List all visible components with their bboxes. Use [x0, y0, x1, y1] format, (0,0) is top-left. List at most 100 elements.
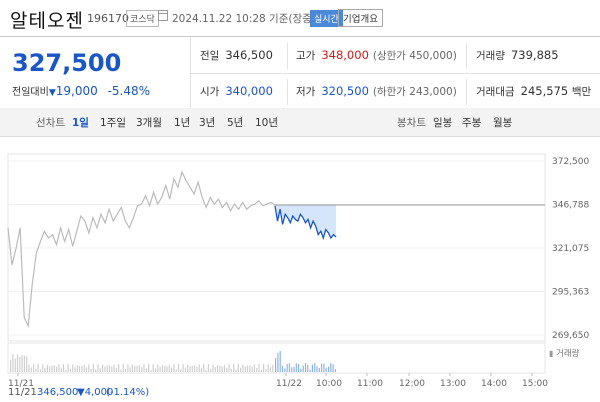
volume-bar [187, 364, 189, 372]
tab-candle-chart[interactable]: 봉차트 [397, 117, 426, 129]
volume-bar-today [309, 369, 311, 372]
low-value: 320,500 [321, 84, 369, 98]
volume-bar [219, 365, 221, 372]
prev-close-label: 전일 [200, 50, 220, 62]
volume-bar [26, 356, 28, 372]
volume-bar [19, 357, 21, 372]
volume-bar [253, 364, 255, 372]
volume-bar [173, 364, 175, 372]
volume-bar [111, 366, 113, 372]
volume-bar [102, 364, 104, 372]
price-chart: 372,500 346,788 321,075 295,363 269,650 11/2… [0, 136, 600, 402]
open-stat: 시가 340,000 [200, 84, 273, 99]
volume-bar [136, 365, 138, 372]
stock-name: 알테오젠 [10, 10, 84, 32]
volume-bar [240, 367, 242, 372]
calendar-icon [158, 10, 168, 21]
volume-bar [99, 368, 101, 372]
volume-bar [23, 355, 25, 372]
volume-bar [256, 368, 258, 372]
volume-bar [134, 366, 136, 372]
volume-bar [221, 366, 223, 372]
volume-bar-today [307, 365, 309, 372]
prev-close-value: 346,500 [225, 48, 273, 62]
volume-bar [258, 364, 260, 372]
volume-bar [46, 364, 48, 372]
change-amount: 19,000 [55, 84, 98, 98]
price-summary: 327,500 전일대비▼19,000 -5.48% 전일 346,500 고가 3… [0, 36, 600, 110]
volume-stat: 거래량 739,885 [476, 48, 559, 63]
tab-3years[interactable]: 3년 [199, 117, 216, 129]
volume-bar [127, 364, 129, 372]
trade-value-value: 245,575 [520, 84, 569, 98]
volume-bar [251, 366, 253, 372]
volume-bar [191, 365, 193, 372]
volume-bar-today [275, 358, 277, 372]
volume-bar-today [298, 364, 300, 372]
volume-bar [21, 355, 23, 372]
x-tick-label: 14:00 [481, 379, 507, 389]
volume-bar [108, 365, 111, 372]
tab-3months[interactable]: 3개월 [136, 117, 163, 129]
volume-bar [16, 354, 19, 372]
volume-bar [28, 364, 30, 372]
x-tick-label: 11:00 [357, 379, 383, 389]
volume-bar [60, 368, 62, 372]
volume-bar [189, 366, 191, 372]
tab-1day[interactable]: 1일 [72, 117, 89, 129]
tab-monthly-candle[interactable]: 월봉 [493, 117, 513, 129]
volume-bar-today [323, 363, 325, 372]
current-price-cell: 327,500 전일대비▼19,000 -5.48% [0, 37, 191, 109]
tab-weekly-candle[interactable]: 주봉 [462, 117, 482, 129]
volume-bar [122, 364, 124, 372]
volume-bar [184, 367, 186, 372]
volume-bar [95, 369, 97, 372]
volume-bar [74, 367, 76, 372]
high-value: 348,000 [321, 48, 369, 62]
volume-bar [104, 366, 106, 372]
series-prev-day-line [7, 170, 276, 329]
price-chart-svg: 372,500 346,788 321,075 295,363 269,650 11/2… [7, 153, 589, 398]
tab-10years[interactable]: 10년 [255, 117, 279, 129]
volume-bar [159, 366, 161, 372]
volume-bar [120, 369, 122, 372]
volume-bar [200, 368, 203, 372]
volume-bar [118, 364, 120, 372]
change-percent: -5.48% [107, 84, 151, 98]
volume-bar [246, 365, 249, 372]
lower-limit: (하한가 243,000) [372, 86, 457, 98]
volume-bar-today [284, 368, 286, 372]
tab-daily-candle[interactable]: 일봉 [433, 117, 453, 129]
volume-bar [138, 365, 140, 372]
volume-bar [10, 360, 12, 372]
footer-prev-close: 346,500 [37, 387, 78, 398]
current-price: 327,500 [12, 49, 122, 77]
volume-label: 거래량 [556, 348, 580, 359]
volume-bar [58, 364, 60, 372]
volume-bar [249, 365, 251, 372]
open-label: 시가 [200, 86, 220, 98]
volume-bar-today [311, 364, 313, 372]
volume-bar [90, 368, 92, 372]
tab-1week[interactable]: 1주일 [100, 117, 127, 129]
volume-bar [272, 365, 274, 372]
volume-bar-today [327, 366, 330, 372]
volume-bar [207, 364, 209, 372]
volume-bar [44, 367, 46, 372]
x-tick-label: 15:00 [522, 379, 548, 389]
volume-bar [152, 364, 154, 372]
volume-bar [157, 364, 159, 372]
high-stat: 고가 348,000 (상한가 450,000) [296, 48, 457, 63]
volume-bar [265, 368, 267, 372]
volume-bar [83, 364, 85, 372]
volume-bar [35, 369, 37, 372]
realtime-button[interactable]: 실시간 [310, 10, 343, 27]
volume-bar [53, 365, 55, 372]
tab-line-chart[interactable]: 선차트 [36, 117, 65, 129]
y-tick-label: 295,363 [552, 288, 589, 298]
company-info-button[interactable]: 기업개요 [338, 9, 383, 27]
volume-bar [171, 367, 173, 372]
volume-bar [230, 369, 232, 372]
tab-5years[interactable]: 5년 [227, 117, 244, 129]
tab-1year[interactable]: 1년 [174, 117, 191, 129]
